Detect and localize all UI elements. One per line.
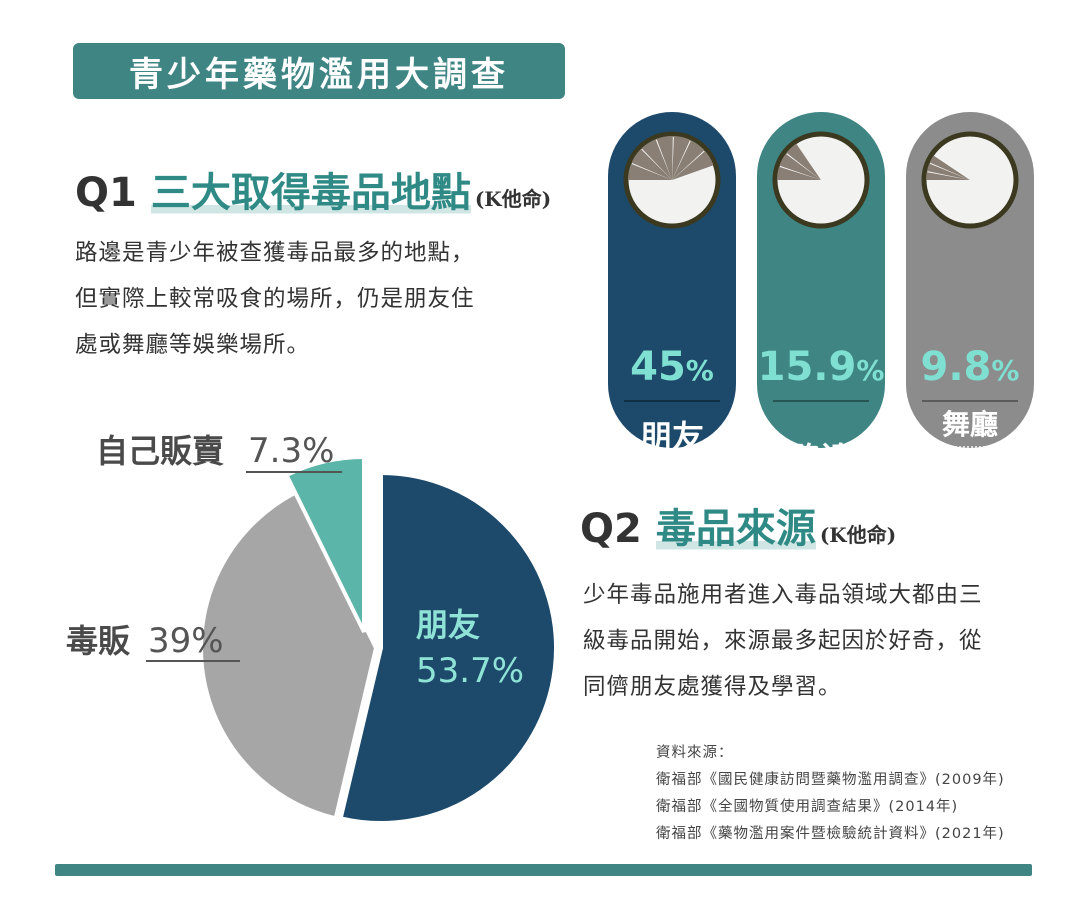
slice-label-dealers: 毒販 — [66, 622, 131, 660]
mini-pie-slice — [672, 136, 691, 180]
pill-divider — [773, 400, 869, 402]
mini-pie-slice — [656, 136, 673, 180]
pie-slice-0 — [338, 470, 559, 825]
pie-slice-2 — [283, 454, 366, 633]
bottom-bar — [55, 864, 1032, 876]
location-pill-roadside: 15.9% 路邊 — [757, 112, 885, 478]
pill-divider — [624, 400, 720, 402]
mini-pie-slice — [628, 163, 672, 180]
pill-label: 舞廳 PUB 酒店 — [935, 408, 1005, 529]
mini-pie-slice — [929, 155, 970, 180]
page-title: 青少年藥物濫用大調查 — [73, 43, 565, 99]
slice-label-self-sold: 自己販賣 — [96, 432, 224, 470]
pill-divider — [922, 400, 1018, 402]
location-pill-friends-home: 45% 朋友 住處 — [608, 112, 736, 494]
q1-description: 路邊是青少年被查獲毒品最多的地點， 但實際上較常吸食的場所，仍是朋友住 處或舞廳… — [75, 230, 545, 368]
location-pill-dance-club: 9.8% 舞廳 PUB 酒店 — [906, 112, 1034, 529]
q1-text-line: 處或舞廳等娛樂場所。 — [75, 332, 311, 358]
data-source: 資料來源： 衛福部《國民健康訪問暨藥物濫用調查》(2009年) 衛福部《全國物質… — [656, 740, 1005, 848]
source-line: 衛福部《全國物質使用調查結果》(2014年) — [656, 799, 959, 815]
mini-pie-slice — [631, 149, 672, 180]
source-heading: 資料來源： — [656, 745, 734, 761]
slice-value-friends: 53.7% — [416, 651, 524, 691]
q2-heading: Q2 毒品來源 (K他命) — [580, 496, 896, 554]
q2-description: 少年毒品施用者進入毒品領域大都由三 級毒品開始，來源最多起因於好奇，從 同儕朋友… — [583, 572, 1053, 710]
q1-title: 三大取得毒品地點 — [150, 160, 471, 218]
q2-text-line: 少年毒品施用者進入毒品領域大都由三 — [583, 582, 983, 608]
mini-pie-roadside — [772, 131, 870, 229]
mini-pie-slice — [777, 166, 821, 180]
pill-value: 15.9% — [757, 344, 885, 390]
q2-text-line: 同儕朋友處獲得及學習。 — [583, 674, 842, 700]
mini-pie-slice — [779, 153, 821, 180]
q1-text-line: 但實際上較常吸食的場所，仍是朋友住 — [75, 286, 475, 312]
drug-source-pie-chart: 朋友 53.7% 毒販 39% 自己販賣 7.3% — [66, 431, 559, 825]
mini-pie-friends-home — [623, 131, 721, 229]
mini-pie-slice — [672, 151, 714, 180]
q1-number: Q1 — [75, 170, 137, 216]
pie-slice-1 — [199, 488, 379, 821]
source-line: 衛福部《國民健康訪問暨藥物濫用調查》(2009年) — [656, 772, 1005, 788]
pill-label: 路邊 — [788, 440, 853, 478]
q2-title: 毒品來源 — [655, 496, 816, 554]
slice-value-dealers: 39% — [148, 621, 224, 661]
q2-text-line: 級毒品開始，來源最多起因於好奇，從 — [583, 628, 983, 654]
pill-label: 朋友 住處 — [639, 418, 704, 494]
mini-pie-slice — [926, 172, 970, 180]
source-line: 衛福部《藥物濫用案件暨檢驗統計資料》(2021年) — [656, 826, 1005, 842]
q2-number: Q2 — [580, 506, 642, 552]
mini-pie-slice — [641, 139, 672, 180]
mini-pie-slice — [672, 140, 705, 180]
mini-pie-slice — [926, 163, 970, 180]
q1-text-line: 路邊是青少年被查獲毒品最多的地點， — [75, 240, 475, 266]
q1-heading: Q1 三大取得毒品地點 (K他命) — [75, 160, 551, 218]
pill-value: 45% — [630, 344, 714, 390]
slice-value-self-sold: 7.3% — [248, 431, 334, 471]
q2-note: (K他命) — [819, 523, 897, 547]
mini-pie-dance-club — [921, 131, 1019, 229]
q1-note: (K他命) — [474, 187, 552, 211]
pill-value: 9.8% — [920, 344, 1020, 390]
mini-pie-slice — [786, 143, 821, 180]
slice-label-friends: 朋友 — [416, 606, 480, 644]
